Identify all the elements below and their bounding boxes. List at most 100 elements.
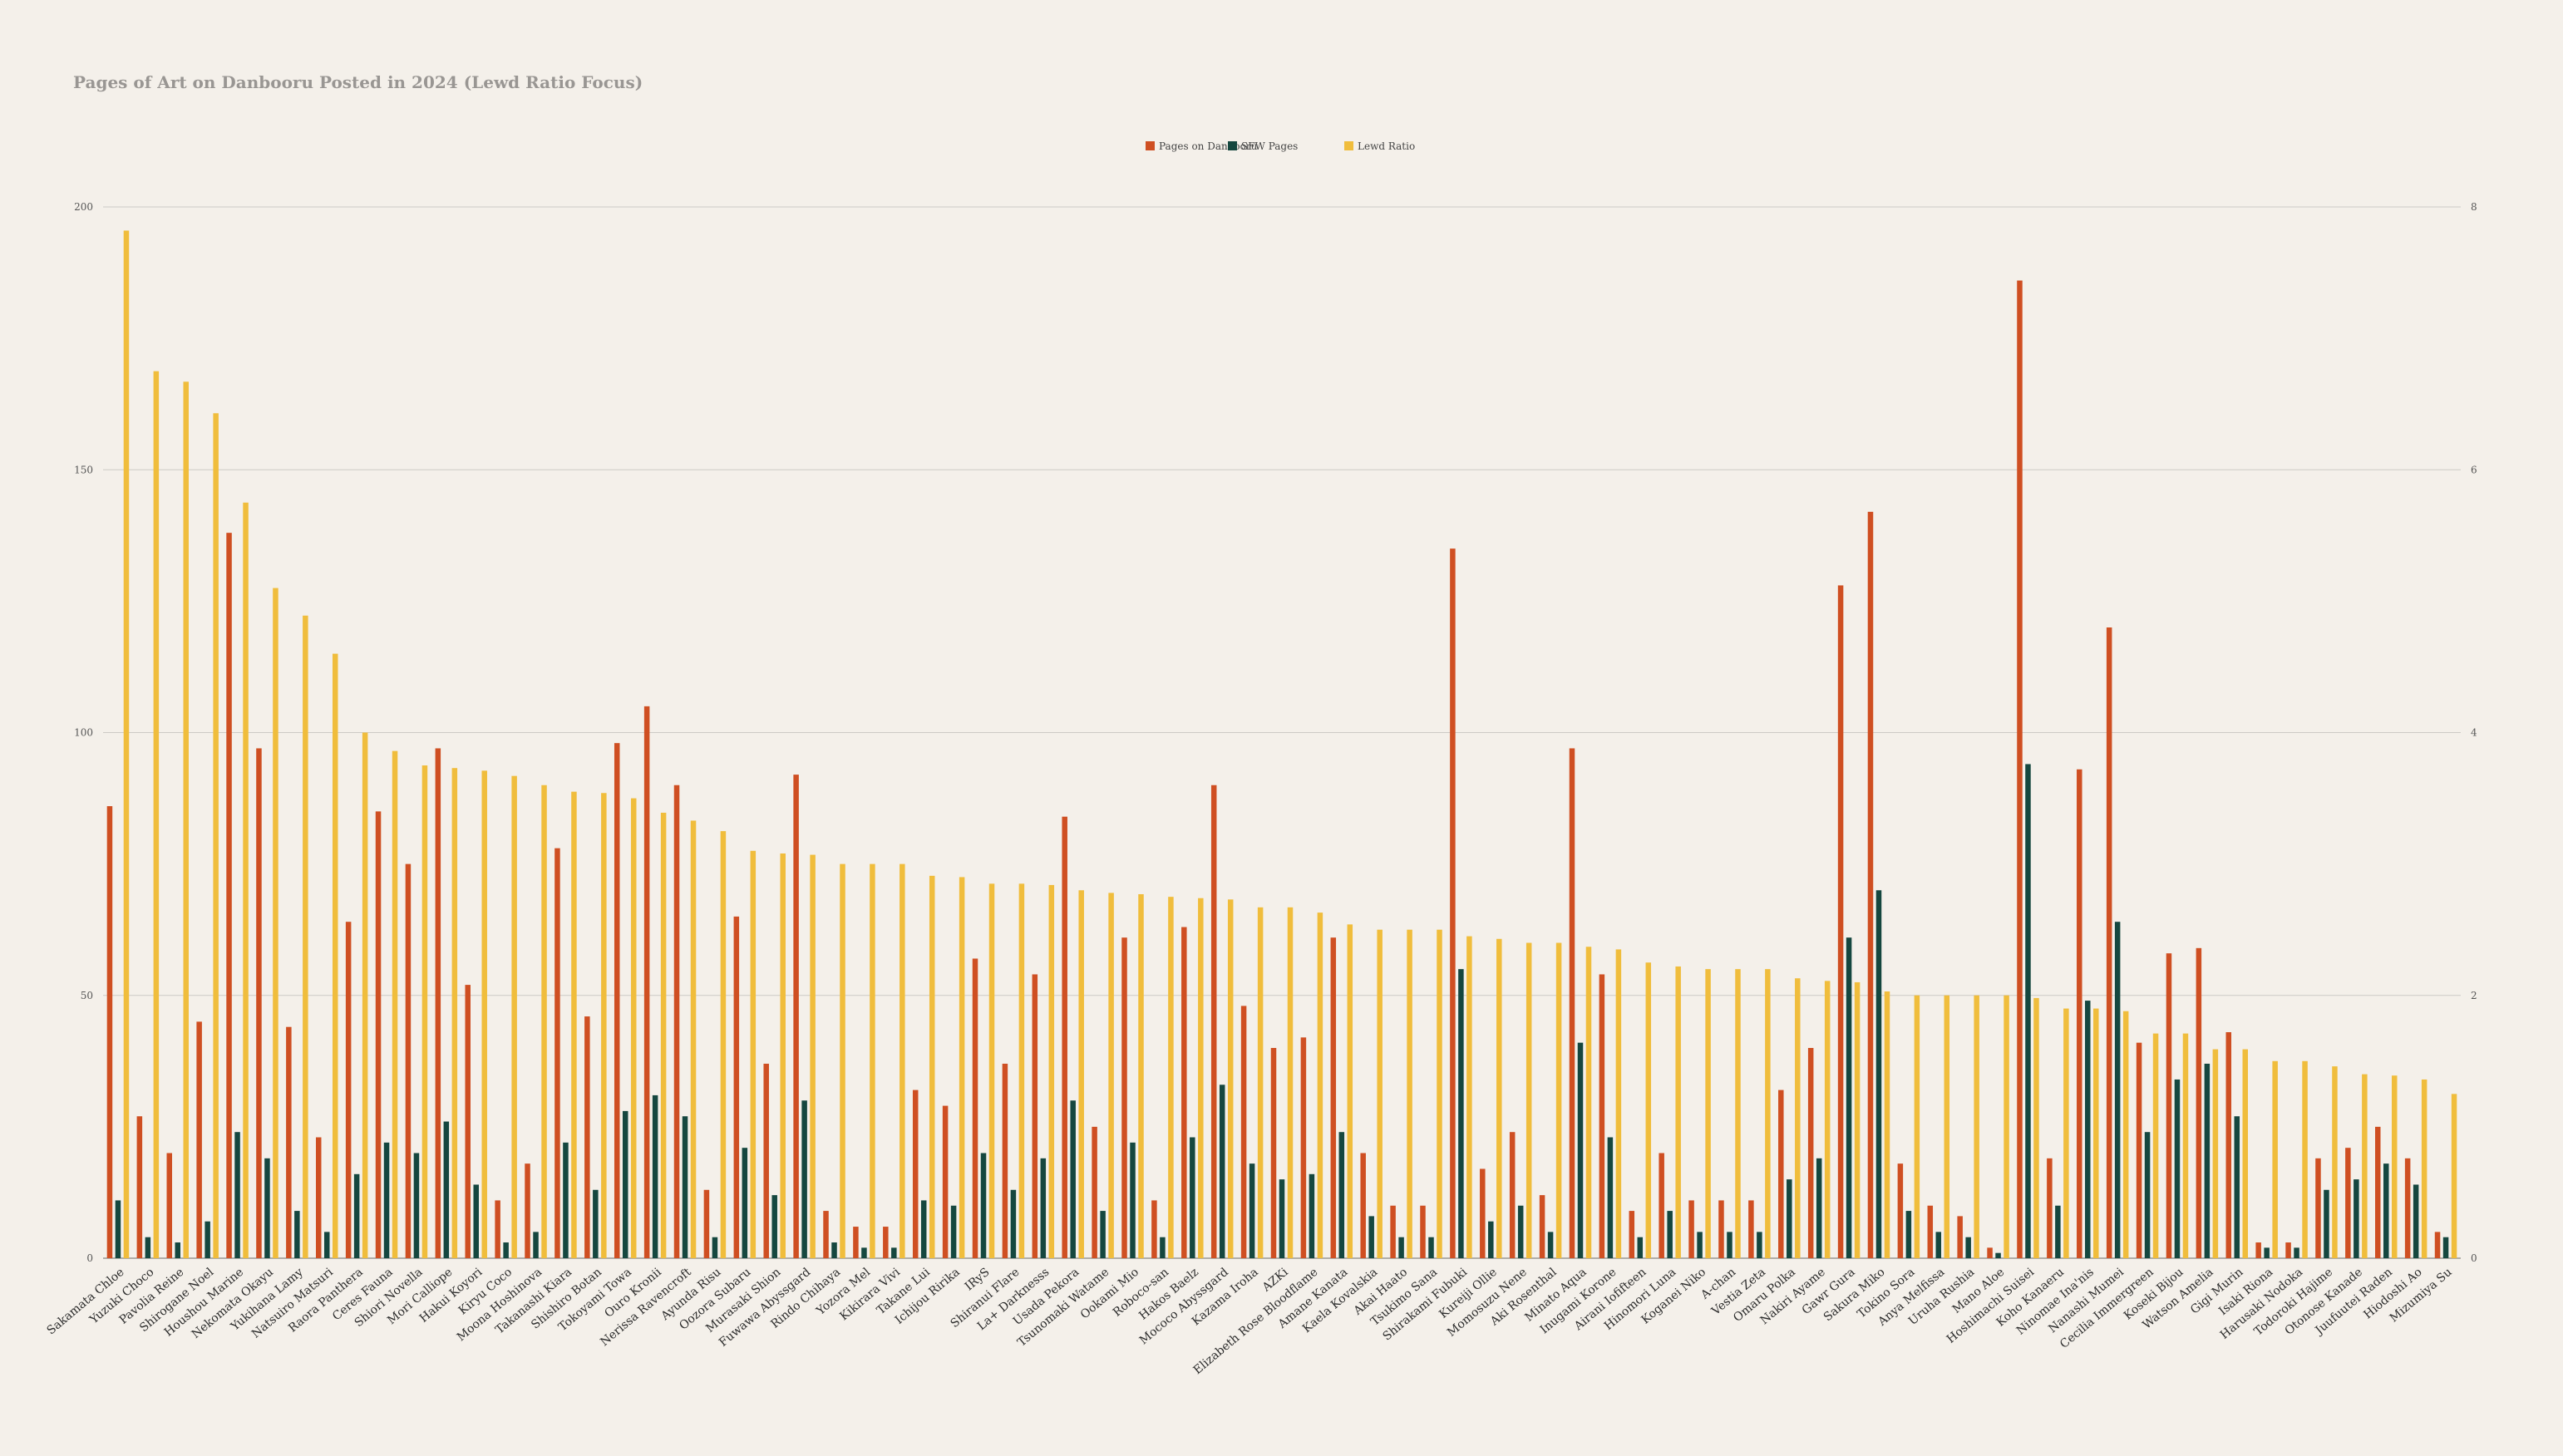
bar-sfw <box>1398 1237 1404 1258</box>
bar-lewd-ratio <box>1675 966 1681 1258</box>
bar-lewd-ratio <box>660 812 667 1258</box>
bar-pages <box>1121 937 1127 1258</box>
bar-lewd-ratio <box>1377 929 1383 1258</box>
bar-sfw <box>1368 1216 1374 1258</box>
bar-sfw <box>1070 1100 1076 1258</box>
bar-sfw <box>2294 1247 2299 1258</box>
bar-sfw <box>1428 1237 1434 1258</box>
bar-lewd-ratio <box>392 750 398 1258</box>
bar-lewd-ratio <box>123 230 130 1258</box>
bar-pages <box>554 848 560 1258</box>
bar-pages <box>1300 1037 1307 1258</box>
bar-sfw <box>383 1142 390 1258</box>
right-axis-ticks: 0 2 4 6 8 <box>2471 201 2477 1264</box>
bar-lewd-ratio <box>1138 893 1144 1258</box>
bar-pages <box>286 1026 292 1258</box>
bar-pages <box>1330 937 1337 1258</box>
bar-sfw <box>443 1121 450 1258</box>
y-tick-label: 200 <box>74 201 93 213</box>
bar-sfw <box>1935 1232 1942 1258</box>
bar-lewd-ratio <box>451 768 458 1258</box>
bar-pages <box>763 1063 769 1258</box>
bar-sfw <box>712 1237 718 1258</box>
bar-sfw <box>1697 1232 1703 1258</box>
bar-sfw <box>652 1094 658 1258</box>
bar-sfw <box>205 1221 210 1258</box>
bar-lewd-ratio <box>1765 969 1771 1258</box>
bar-lewd-ratio <box>601 793 607 1258</box>
bar-lewd-ratio <box>2122 1011 2129 1258</box>
bar-lewd-ratio <box>1974 995 1979 1258</box>
bar-sfw <box>801 1100 807 1258</box>
bar-sfw <box>264 1158 270 1258</box>
bar-pages <box>1957 1216 1963 1258</box>
legend-swatch <box>1228 141 1237 150</box>
bar-pages <box>375 811 382 1258</box>
legend-swatch <box>1344 141 1353 150</box>
bar-sfw <box>1338 1132 1345 1258</box>
bar-sfw <box>2354 1179 2359 1258</box>
bar-lewd-ratio <box>2004 995 2009 1258</box>
chart-title: Pages of Art on Danbooru Posted in 2024 … <box>73 72 643 92</box>
y2-tick-label: 8 <box>2471 201 2477 213</box>
bar-pages <box>1599 974 1605 1258</box>
bar-pages <box>2255 1242 2261 1258</box>
bar-pages <box>942 1105 949 1258</box>
bar-lewd-ratio <box>720 831 727 1258</box>
legend-label: Lewd Ratio <box>1358 140 1415 152</box>
bar-pages <box>1748 1200 1754 1258</box>
bar-sfw <box>1130 1142 1136 1258</box>
bar-pages <box>1987 1247 1993 1258</box>
bar-pages <box>435 748 441 1258</box>
bar-lewd-ratio <box>332 653 338 1258</box>
bar-pages <box>1092 1126 1097 1258</box>
bar-sfw <box>771 1195 777 1258</box>
bar-pages <box>405 863 412 1258</box>
bar-sfw <box>2413 1184 2419 1258</box>
bar-lewd-ratio <box>421 765 428 1258</box>
bar-lewd-ratio <box>511 775 517 1258</box>
bar-pages <box>1807 1048 1814 1258</box>
bars-group <box>106 230 2457 1259</box>
bar-pages <box>256 748 262 1258</box>
bar-lewd-ratio <box>1824 981 1831 1258</box>
bar-pages <box>1867 511 1874 1258</box>
bar-lewd-ratio <box>1705 969 1711 1258</box>
bar-sfw <box>503 1242 509 1258</box>
bar-lewd-ratio <box>183 381 189 1258</box>
bar-lewd-ratio <box>870 863 875 1258</box>
bar-pages <box>883 1227 889 1258</box>
bar-sfw <box>1637 1237 1644 1258</box>
bar-pages <box>2225 1032 2232 1258</box>
bar-pages <box>1927 1205 1934 1258</box>
bar-pages <box>643 706 650 1258</box>
bar-lewd-ratio <box>780 853 786 1258</box>
bar-sfw <box>2324 1189 2329 1258</box>
bar-sfw <box>1757 1232 1762 1258</box>
bar-pages <box>465 985 471 1258</box>
bar-pages <box>1062 816 1067 1258</box>
bar-sfw <box>950 1205 957 1258</box>
bar-sfw <box>1219 1085 1225 1258</box>
bar-lewd-ratio <box>2392 1075 2398 1258</box>
bar-sfw <box>1010 1189 1017 1258</box>
bar-sfw <box>413 1153 420 1258</box>
bar-pages <box>1181 927 1187 1258</box>
bar-sfw <box>622 1110 628 1258</box>
bar-pages <box>912 1090 919 1258</box>
bar-sfw <box>861 1247 867 1258</box>
bar-pages <box>2315 1158 2321 1258</box>
bar-pages <box>2285 1242 2291 1258</box>
bar-lewd-ratio <box>2033 997 2039 1258</box>
bar-lewd-ratio <box>2182 1033 2189 1258</box>
y2-tick-label: 0 <box>2471 1252 2477 1264</box>
y2-tick-label: 6 <box>2471 464 2477 475</box>
bar-lewd-ratio <box>900 863 905 1258</box>
y2-tick-label: 4 <box>2471 727 2477 739</box>
bar-lewd-ratio <box>2093 1008 2099 1258</box>
bar-pages <box>1032 974 1038 1258</box>
bar-pages <box>1509 1132 1516 1258</box>
bar-sfw <box>1787 1179 1792 1258</box>
bar-sfw <box>1727 1232 1732 1258</box>
